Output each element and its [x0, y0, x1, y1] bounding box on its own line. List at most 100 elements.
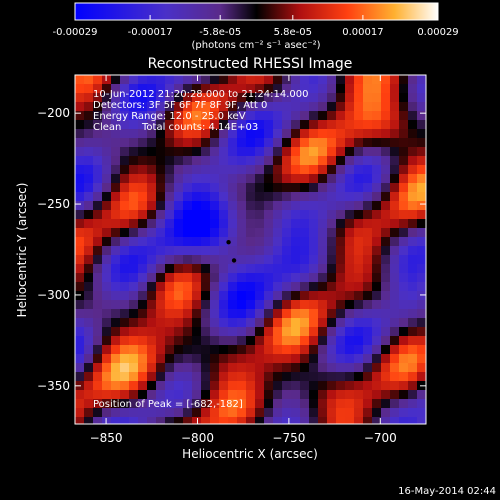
heatmap-cell — [318, 336, 328, 346]
heatmap-cell — [111, 390, 121, 400]
heatmap-cell — [147, 75, 157, 85]
heatmap-cell — [354, 255, 364, 265]
heatmap-cell — [399, 408, 409, 418]
heatmap-cell — [111, 138, 121, 148]
heatmap-cell — [129, 165, 139, 175]
heatmap-cell — [156, 156, 166, 166]
heatmap-cell — [363, 237, 373, 247]
heatmap-cell — [318, 327, 328, 337]
heatmap-cell — [381, 300, 391, 310]
heatmap-cell — [228, 282, 238, 292]
heatmap-cell — [165, 138, 175, 148]
heatmap-cell — [147, 327, 157, 337]
heatmap-cell — [327, 147, 337, 157]
heatmap-cell — [111, 399, 121, 409]
heatmap-cell — [264, 210, 274, 220]
heatmap-cell — [147, 102, 157, 112]
heatmap-cell — [93, 246, 103, 256]
heatmap-cell — [354, 336, 364, 346]
heatmap-cell — [300, 201, 310, 211]
colorbar-units: (photons cm⁻² s⁻¹ asec⁻²) — [191, 40, 320, 51]
heatmap-cell — [102, 165, 112, 175]
heatmap-cell — [138, 156, 148, 166]
heatmap-cell — [246, 156, 256, 166]
heatmap-cell — [219, 120, 229, 130]
heatmap-cell — [237, 408, 247, 418]
heatmap-cell — [255, 237, 265, 247]
heatmap-cell — [255, 255, 265, 265]
heatmap-cell — [228, 156, 238, 166]
heatmap-cell — [354, 282, 364, 292]
heatmap-cell — [165, 165, 175, 175]
y-tick-label: −300 — [37, 288, 70, 302]
heatmap-cell — [246, 84, 256, 94]
heatmap-cell — [345, 219, 355, 229]
heatmap-cell — [165, 372, 175, 382]
heatmap-cell — [300, 381, 310, 391]
heatmap-cell — [174, 93, 184, 103]
heatmap-cell — [129, 102, 139, 112]
heatmap-cell — [219, 102, 229, 112]
heatmap-cell — [210, 282, 220, 292]
heatmap-cell — [228, 291, 238, 301]
heatmap-cell — [111, 129, 121, 139]
heatmap-cell — [201, 183, 211, 193]
heatmap-cell — [327, 165, 337, 175]
heatmap-cell — [174, 363, 184, 373]
heatmap-cell — [237, 417, 247, 424]
heatmap-cell — [192, 129, 202, 139]
heatmap-cell — [264, 408, 274, 418]
heatmap-cell — [219, 165, 229, 175]
heatmap-cell — [309, 147, 319, 157]
heatmap-cell — [183, 102, 193, 112]
heatmap-cell — [138, 147, 148, 157]
heatmap-cell — [399, 183, 409, 193]
heatmap-cell — [363, 354, 373, 364]
heatmap-cell — [246, 201, 256, 211]
heatmap-cell — [201, 237, 211, 247]
heatmap-cell — [237, 138, 247, 148]
heatmap-cell — [273, 120, 283, 130]
heatmap-cell — [237, 318, 247, 328]
heatmap-cell — [129, 372, 139, 382]
heatmap-cell — [363, 183, 373, 193]
heatmap-cell — [318, 120, 328, 130]
heatmap-cell — [282, 201, 292, 211]
heatmap-cell — [165, 147, 175, 157]
heatmap-cell — [174, 165, 184, 175]
heatmap-cell — [282, 255, 292, 265]
heatmap-cell — [228, 336, 238, 346]
heatmap-cell — [300, 327, 310, 337]
heatmap-cell — [219, 345, 229, 355]
heatmap-cell — [273, 300, 283, 310]
heatmap-cell — [327, 408, 337, 418]
heatmap-cell — [111, 174, 121, 184]
heatmap-cell — [75, 264, 85, 274]
heatmap-cell — [246, 210, 256, 220]
heatmap-cell — [129, 300, 139, 310]
heatmap-cell — [237, 147, 247, 157]
heatmap-cell — [219, 336, 229, 346]
heatmap-cell — [183, 174, 193, 184]
heatmap-cell — [282, 273, 292, 283]
heatmap-cell — [165, 201, 175, 211]
heatmap-cell — [417, 318, 426, 328]
heatmap-cell — [165, 291, 175, 301]
heatmap-cell — [390, 381, 400, 391]
heatmap-cell — [372, 309, 382, 319]
heatmap-cell — [192, 246, 202, 256]
heatmap-cell — [372, 354, 382, 364]
heatmap-cell — [201, 120, 211, 130]
heatmap-cell — [291, 219, 301, 229]
heatmap-cell — [264, 75, 274, 85]
heatmap-cell — [282, 408, 292, 418]
heatmap-cell — [75, 210, 85, 220]
heatmap-cell — [183, 210, 193, 220]
heatmap-cell — [138, 399, 148, 409]
heatmap-cell — [246, 363, 256, 373]
heatmap-cell — [291, 147, 301, 157]
heatmap-cell — [201, 354, 211, 364]
heatmap-cell — [111, 246, 121, 256]
heatmap-cell — [354, 147, 364, 157]
heatmap-cell — [336, 264, 346, 274]
